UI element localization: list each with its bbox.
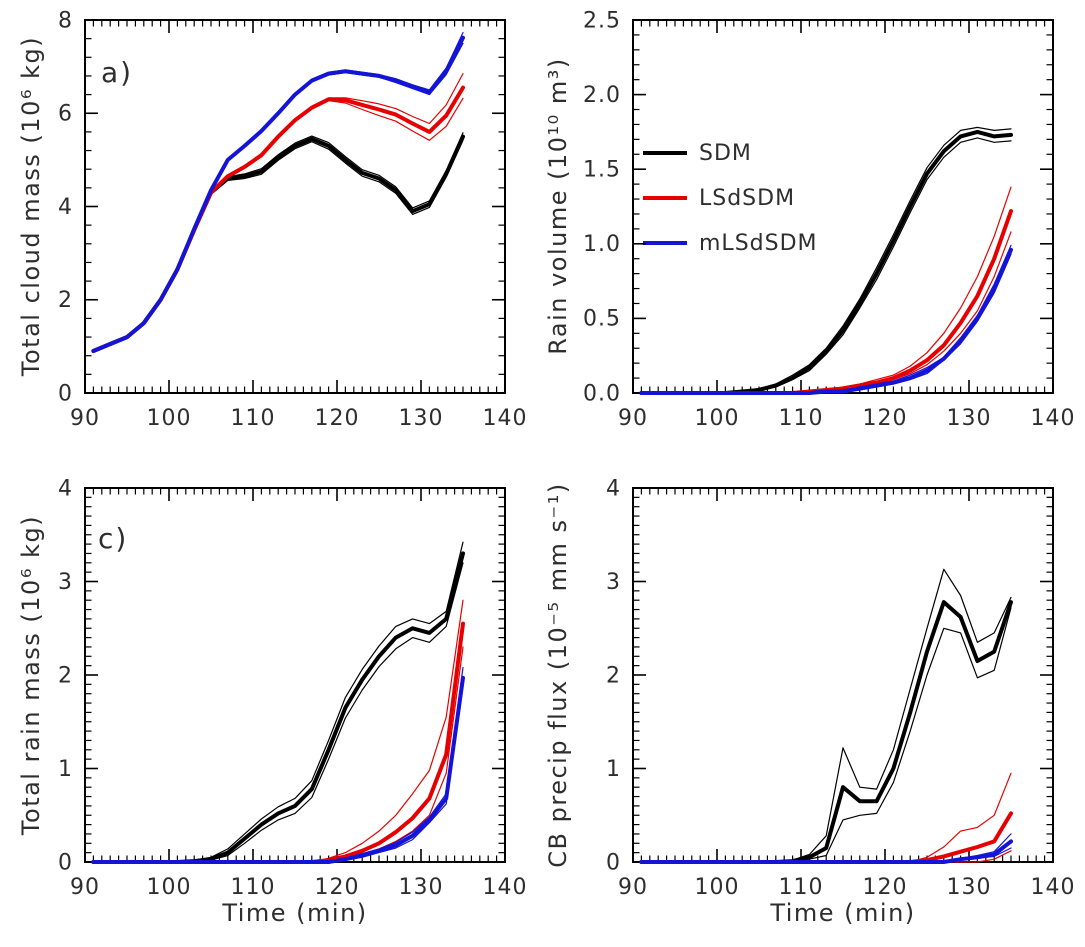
legend-item-lsdsdm: LSdSDM: [643, 185, 796, 211]
x-tick-label: 140: [483, 875, 528, 900]
series-SDM-envelope-lower: [92, 139, 464, 353]
series-LSdSDM-envelope-lower: [92, 646, 464, 863]
y-tick-label: 4: [58, 195, 73, 220]
x-tick-label: 100: [147, 875, 192, 900]
y-tick-label: 6: [58, 102, 73, 127]
y-tick-label: 2: [58, 288, 73, 313]
x-tick-label: 100: [695, 875, 740, 900]
legend-swatch-lsdsdm: [643, 196, 687, 200]
x-tick-label: 130: [947, 875, 992, 900]
y-tick-label: 1: [58, 757, 73, 782]
y-tick-label: 1: [606, 757, 621, 782]
legend-label-lsdsdm: LSdSDM: [699, 185, 796, 211]
x-axis-title-c: Time (min): [222, 899, 368, 927]
x-tick-label: 100: [695, 406, 740, 431]
x-tick-label: 90: [70, 406, 100, 431]
series-SDM-mean: [639, 600, 1013, 864]
series-mLSdSDM-mean: [91, 675, 465, 864]
legend-swatch-sdm: [643, 151, 687, 155]
y-tick-label: 8: [58, 8, 73, 33]
series-mLSdSDM-envelope-lower: [92, 42, 464, 353]
x-tick-label: 100: [147, 406, 192, 431]
series-LSdSDM-envelope-upper: [640, 186, 1012, 394]
panel-a-plot: 90 100 110 120 130 140 0 2 4 6 8: [58, 8, 527, 431]
series-mLSdSDM-envelope-upper: [92, 666, 464, 863]
y-tick-label: 1.0: [583, 232, 621, 257]
y-tick-label: 2.5: [583, 8, 621, 33]
y-tick-label: 0: [58, 381, 73, 406]
x-tick-label: 130: [399, 406, 444, 431]
series-SDM-envelope-lower: [640, 607, 1012, 863]
series-LSdSDM-mean: [91, 85, 465, 353]
series-mLSdSDM-envelope-upper: [640, 244, 1012, 394]
series-SDM-envelope-lower: [640, 137, 1012, 394]
series-mLSdSDM-mean: [639, 247, 1013, 395]
series-LSdSDM-mean: [639, 209, 1013, 395]
panel-d-plot: 90 100 110 120 130 140 0 1 2 3 4: [606, 476, 1075, 900]
y-axis-label-a: Total cloud mass (10⁶ kg): [17, 35, 45, 377]
y-tick-label: 4: [606, 476, 621, 501]
legend-item-sdm: SDM: [643, 140, 752, 166]
x-tick-label: 110: [779, 406, 824, 431]
x-tick-label: 110: [779, 875, 824, 900]
x-tick-label: 90: [618, 875, 648, 900]
series-SDM-envelope-lower: [92, 562, 464, 863]
panel-label-c: c): [98, 522, 129, 555]
y-axis-label-c: Total rain mass (10⁶ kg): [17, 514, 45, 836]
series-LSdSDM-mean: [91, 621, 465, 864]
series-LSdSDM-envelope-lower: [640, 231, 1012, 394]
y-axis-label-b: Rain volume (10¹⁰ m³): [544, 57, 572, 355]
x-tick-label: 140: [1031, 875, 1076, 900]
y-tick-label: 0.0: [583, 381, 621, 406]
y-tick-label: 0: [606, 850, 621, 875]
panel-b-plot: 90 100 110 120 130 140 0.0 0.5 1.0 1.5 2.0 2.5: [583, 8, 1075, 431]
series-mLSdSDM-mean: [91, 35, 465, 353]
y-tick-label: 2.0: [583, 83, 621, 108]
x-tick-label: 130: [947, 406, 992, 431]
legend-item-mlsdsdm: mLSdSDM: [643, 230, 818, 256]
x-tick-label: 130: [399, 875, 444, 900]
y-tick-label: 3: [606, 570, 621, 595]
legend-label-mlsdsdm: mLSdSDM: [699, 230, 818, 256]
legend-label-sdm: SDM: [699, 140, 752, 166]
y-tick-label: 1.5: [583, 157, 621, 182]
x-tick-label: 120: [315, 406, 360, 431]
x-tick-label: 120: [863, 875, 908, 900]
x-tick-label: 140: [483, 406, 528, 431]
x-tick-label: 110: [231, 875, 276, 900]
series-mLSdSDM-mean: [639, 839, 1013, 864]
x-tick-label: 90: [618, 406, 648, 431]
series-mLSdSDM-envelope-upper: [92, 32, 464, 351]
series-SDM-mean: [639, 129, 1013, 395]
y-tick-label: 0: [58, 850, 73, 875]
series-mLSdSDM-envelope-lower: [640, 253, 1012, 394]
x-tick-label: 110: [231, 406, 276, 431]
x-tick-label: 120: [315, 875, 360, 900]
y-tick-label: 2: [58, 663, 73, 688]
panel-label-a: a): [101, 56, 134, 89]
y-tick-label: 2: [606, 663, 621, 688]
y-tick-label: 3: [58, 570, 73, 595]
legend-swatch-mlsdsdm: [643, 241, 687, 245]
x-tick-label: 140: [1031, 406, 1076, 431]
series-SDM-mean: [91, 551, 465, 864]
y-tick-label: 4: [58, 476, 73, 501]
x-tick-label: 90: [70, 875, 100, 900]
y-tick-label: 0.5: [583, 307, 621, 332]
x-tick-label: 120: [863, 406, 908, 431]
panel-c-plot: 90 100 110 120 130 140 0 1 2 3 4: [58, 476, 527, 900]
x-axis-title-d: Time (min): [770, 899, 916, 927]
y-axis-label-d: CB precip flux (10⁻⁵ mm s⁻¹): [544, 482, 572, 868]
